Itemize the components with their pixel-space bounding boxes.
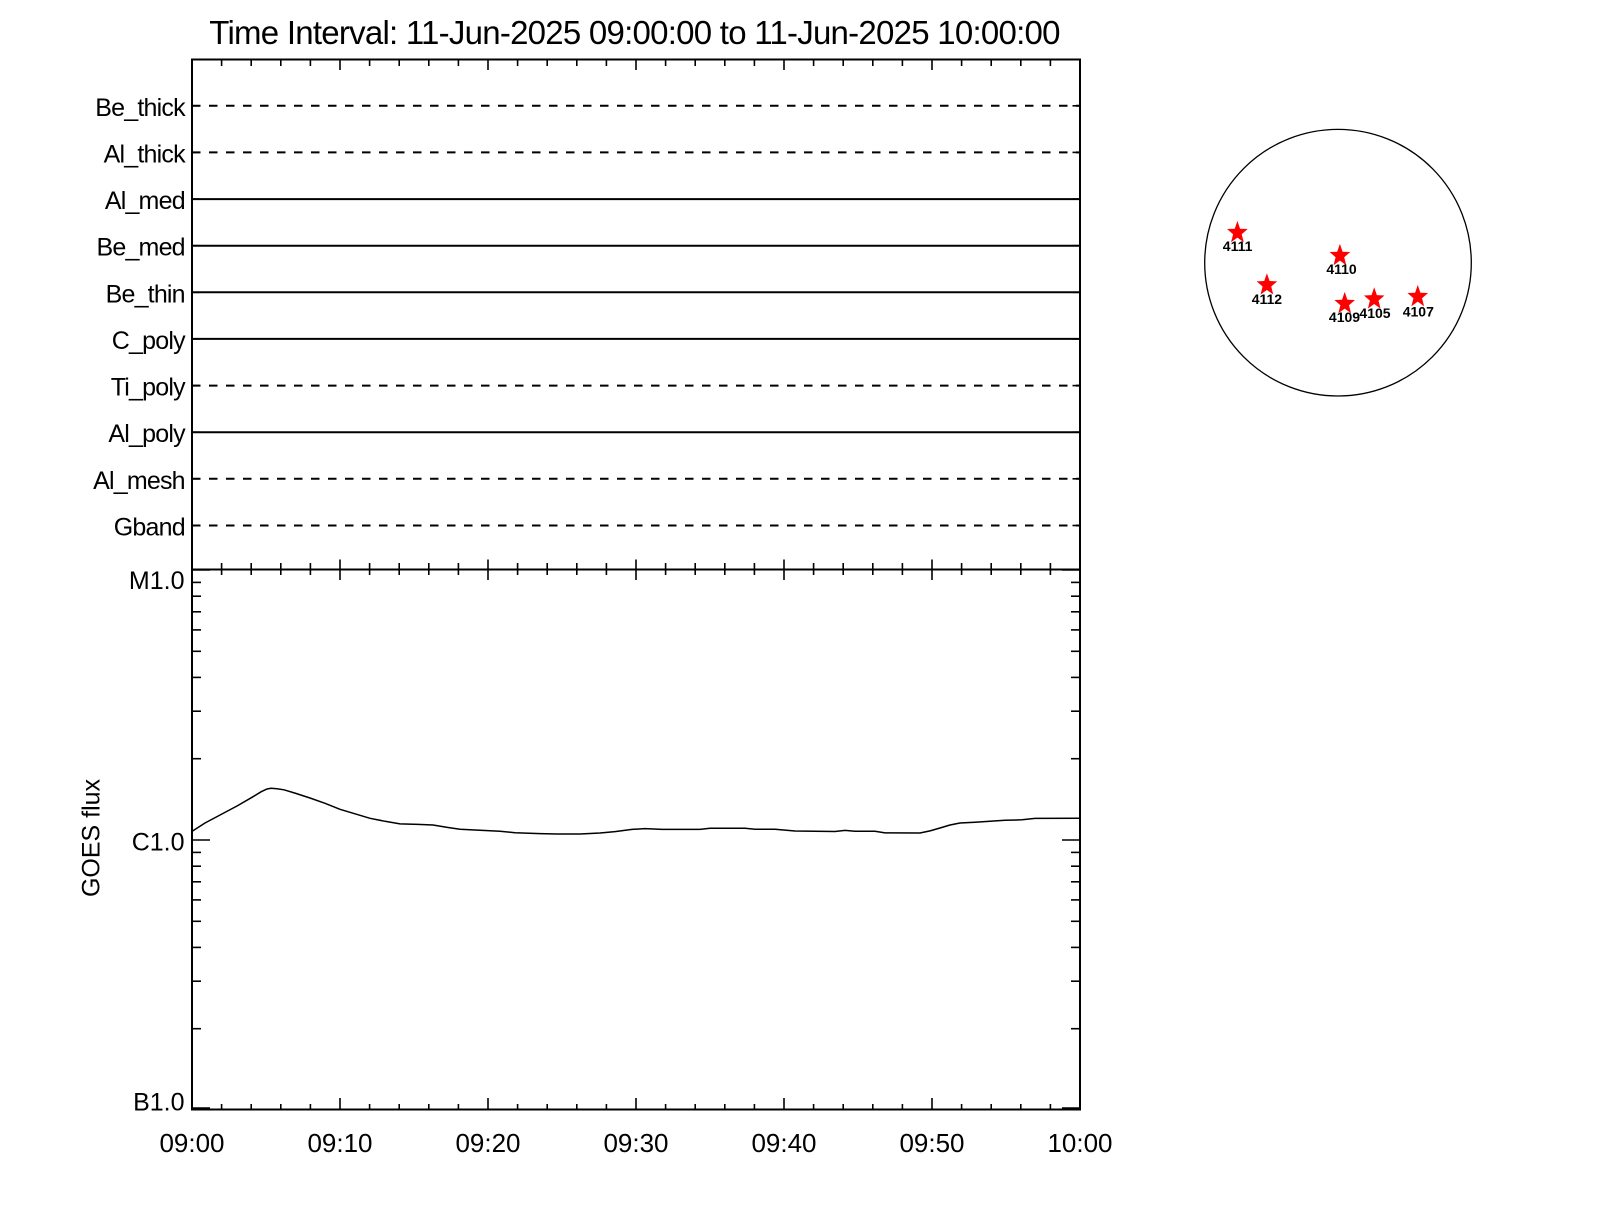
svg-text:B1.0: B1.0 (133, 1089, 184, 1117)
svg-text:4112: 4112 (1252, 291, 1283, 307)
svg-text:Ti_poly: Ti_poly (111, 374, 186, 402)
svg-text:Be_med: Be_med (96, 234, 184, 262)
svg-text:09:30: 09:30 (603, 1128, 668, 1158)
svg-text:Be_thick: Be_thick (95, 94, 186, 122)
svg-text:4107: 4107 (1403, 303, 1434, 319)
svg-text:Al_poly: Al_poly (108, 420, 186, 448)
svg-text:09:50: 09:50 (899, 1128, 964, 1158)
svg-text:Time Interval: 11-Jun-2025 09:: Time Interval: 11-Jun-2025 09:00:00 to 1… (209, 14, 1060, 51)
svg-text:4109: 4109 (1329, 309, 1360, 325)
svg-text:GOES flux: GOES flux (78, 778, 106, 897)
svg-text:Be_thin: Be_thin (106, 280, 185, 308)
svg-text:C_poly: C_poly (112, 327, 186, 355)
svg-text:09:10: 09:10 (307, 1128, 372, 1158)
svg-text:10:00: 10:00 (1047, 1128, 1112, 1158)
svg-text:Al_med: Al_med (105, 187, 185, 215)
svg-text:C1.0: C1.0 (132, 829, 185, 857)
svg-text:4105: 4105 (1359, 305, 1390, 321)
svg-text:Al_mesh: Al_mesh (93, 467, 185, 495)
svg-text:M1.0: M1.0 (129, 567, 185, 595)
svg-text:09:40: 09:40 (751, 1128, 816, 1158)
svg-text:Gband: Gband (114, 514, 185, 542)
svg-text:09:20: 09:20 (455, 1128, 520, 1158)
svg-text:4111: 4111 (1223, 238, 1253, 254)
svg-text:4110: 4110 (1326, 261, 1357, 277)
svg-text:Al_thick: Al_thick (104, 140, 186, 168)
svg-text:09:00: 09:00 (159, 1128, 224, 1158)
